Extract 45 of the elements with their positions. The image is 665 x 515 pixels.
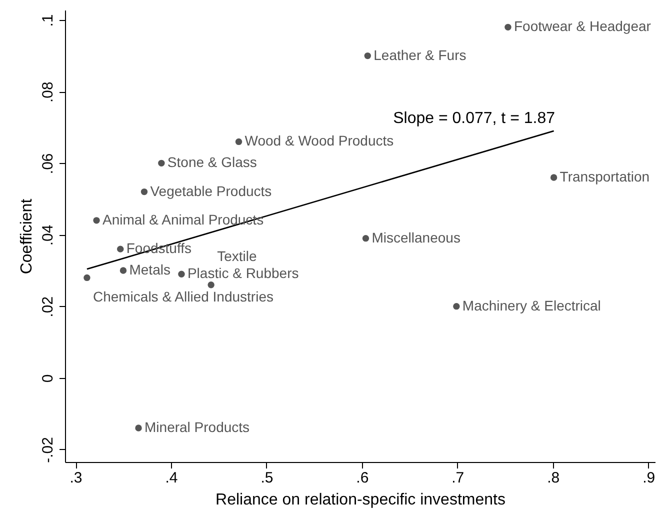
point [208,282,214,288]
point [135,424,142,432]
point [120,267,127,274]
y-tick-label: .08 [40,82,56,103]
annotation: Plastic & Rubbers [187,265,299,282]
x-tick-label: .8 [547,470,560,486]
annotation: Vegetable Products [150,182,272,199]
x-tick-label: .7 [452,470,464,486]
x-axis-title: Reliance on relation-specific investments [216,492,506,508]
annotation: Machinery & Electrical [462,297,601,314]
annotation: Transportation [560,168,650,184]
annotation: Mineral Products [144,419,250,435]
x-tick-label: .9 [642,470,656,486]
point [504,24,512,31]
point [117,246,124,252]
point [362,234,370,242]
annotation: Metals [129,262,170,278]
y-tick-label: -.02 [40,437,56,463]
x-tick-label: .6 [356,470,369,486]
x-tick-label: .3 [70,470,82,486]
point [158,160,165,167]
annotation: Leather & Furs [374,46,466,63]
annotation: Slope = 0.077, t = 1.87 [393,110,556,127]
annotation: Wood & Wood Products [244,132,394,149]
y-tick-label: .04 [40,224,56,246]
annotation: Stone & Glass [167,154,257,170]
x-tick-label: .4 [165,470,178,486]
point [550,174,558,181]
y-axis-title: Coefficient [18,198,36,274]
annotation: Textile [217,248,257,264]
y-tick-label: .02 [40,296,56,318]
y-tick-label: .1 [40,14,56,27]
point [93,217,100,224]
y-tick-label: 0 [40,374,56,383]
point [364,52,371,60]
annotation: Miscellaneous [372,229,460,246]
point [235,138,242,146]
x-tick-label: .5 [260,470,274,486]
annotation: Chemicals & Allied Industries [92,288,274,305]
point [453,302,460,310]
point [140,188,148,196]
point [178,270,185,278]
annotation: Footwear & Headgear [514,18,652,34]
point [84,274,90,282]
y-tick-label: .06 [40,153,56,174]
